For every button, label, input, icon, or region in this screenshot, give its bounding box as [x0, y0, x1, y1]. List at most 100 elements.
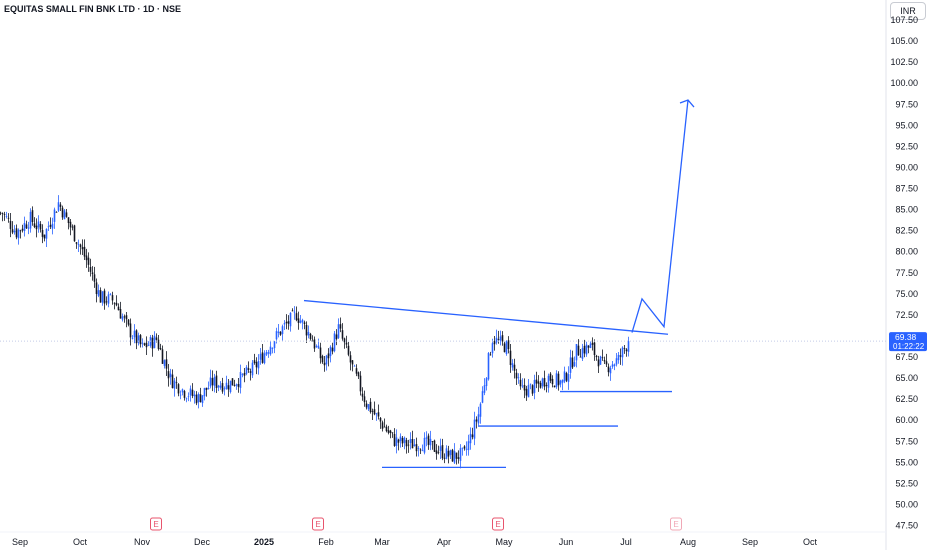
candle-body: [411, 439, 414, 449]
candle-body: [133, 330, 136, 338]
candle-body: [191, 389, 194, 396]
candle-body: [129, 323, 132, 338]
candle-body: [111, 295, 114, 301]
candle-body: [81, 247, 84, 250]
candle-body: [207, 387, 210, 389]
candle-body: [573, 362, 576, 367]
resistance-trendline[interactable]: [303, 299, 669, 335]
y-tick-label: 75.00: [895, 289, 918, 299]
candle-body: [469, 433, 472, 444]
candle-body: [7, 217, 10, 219]
candle-body: [523, 384, 526, 391]
candle-body: [235, 384, 238, 386]
candle-body: [173, 380, 176, 389]
candle-body: [363, 396, 366, 403]
candle-body: [287, 321, 290, 324]
earnings-marker-label: E: [673, 520, 678, 529]
candle-body: [225, 382, 228, 389]
y-tick-label: 62.50: [895, 394, 918, 404]
candle-body: [147, 344, 150, 346]
y-tick-label: 95.00: [895, 120, 918, 130]
candle-body: [519, 379, 522, 387]
earnings-marker-icon[interactable]: [150, 517, 162, 531]
candle-body: [305, 324, 308, 336]
candle-body: [545, 385, 548, 386]
candle-body: [525, 388, 528, 396]
x-tick-label: Jun: [559, 537, 574, 547]
earnings-marker-icon[interactable]: [670, 517, 682, 531]
candle-body: [139, 335, 142, 345]
candle-body: [135, 330, 138, 344]
candle-body: [249, 371, 252, 373]
candle-body: [513, 364, 516, 371]
candle-body: [617, 354, 620, 361]
y-tick-label: 57.50: [895, 436, 918, 446]
candle-body: [229, 380, 232, 393]
currency-button[interactable]: INR: [890, 2, 926, 20]
candle-body: [307, 331, 310, 336]
candle-body: [267, 352, 270, 354]
candle-body: [11, 229, 14, 233]
candle-body: [581, 348, 584, 359]
candle-body: [79, 244, 82, 248]
candle-body: [177, 384, 180, 394]
candle-body: [473, 419, 476, 439]
candle-body: [389, 430, 392, 433]
candle-body: [493, 341, 496, 345]
candle-body: [115, 302, 118, 306]
y-tick-label: 55.00: [895, 457, 918, 467]
candle-body: [597, 359, 600, 367]
earnings-marker-icon[interactable]: [312, 517, 324, 531]
candle-body: [391, 432, 394, 434]
candle-body: [51, 223, 54, 229]
candle-body: [437, 451, 440, 453]
candle-body: [379, 417, 382, 422]
candle-body: [237, 384, 240, 387]
candle-body: [577, 345, 580, 356]
candle-body: [165, 359, 168, 369]
candle-body: [247, 368, 250, 371]
candle-body: [171, 374, 174, 389]
projection-path[interactable]: [631, 99, 689, 333]
candle-body: [37, 221, 40, 228]
y-tick-label: 92.50: [895, 141, 918, 151]
candle-body: [403, 437, 406, 443]
candle-body: [293, 311, 296, 313]
candle-body: [555, 373, 558, 388]
candle-body: [279, 331, 282, 335]
candle-body: [587, 345, 590, 348]
candle-body: [19, 230, 22, 232]
candle-body: [517, 377, 520, 379]
candle-body: [325, 355, 328, 365]
candle-body: [141, 342, 144, 344]
candle-body: [445, 448, 448, 459]
candle-body: [201, 395, 204, 404]
candle-body: [15, 228, 18, 238]
candle-body: [261, 352, 264, 363]
earnings-marker-icon[interactable]: [492, 517, 504, 531]
candle-body: [39, 223, 42, 230]
candle-body: [377, 412, 380, 417]
candle-body: [561, 379, 564, 383]
candle-body: [535, 379, 538, 384]
y-tick-label: 72.50: [895, 310, 918, 320]
candle-body: [397, 439, 400, 443]
projection-arrowhead-icon: [679, 99, 695, 108]
candle-body: [297, 318, 300, 323]
candle-body: [87, 257, 90, 265]
candle-body: [211, 378, 214, 386]
candle-body: [475, 419, 478, 422]
candle-body: [351, 360, 354, 365]
candle-body: [105, 301, 108, 303]
candle-body: [85, 255, 88, 261]
x-tick-label: Dec: [194, 537, 211, 547]
candle-body: [33, 223, 36, 227]
candle-body: [375, 413, 378, 415]
candle-body: [505, 341, 508, 354]
candle-body: [273, 341, 276, 349]
candle-body: [255, 361, 258, 368]
candle-body: [439, 446, 442, 451]
candle-body: [23, 223, 26, 231]
candle-body: [583, 345, 586, 354]
